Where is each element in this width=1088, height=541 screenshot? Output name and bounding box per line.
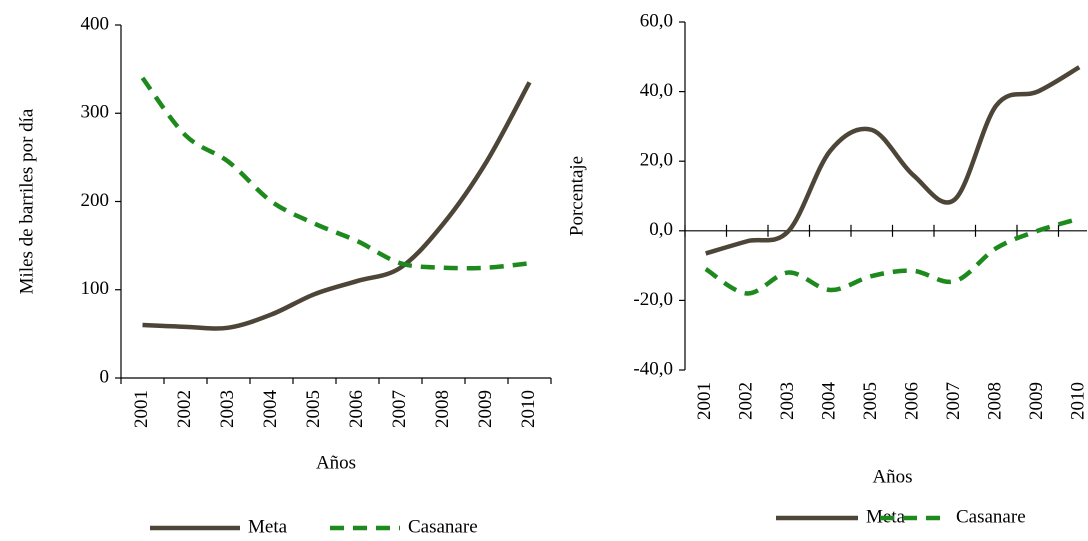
y-axis-label: Porcentaje <box>566 156 587 236</box>
y-tick-label: -40,0 <box>633 358 673 379</box>
x-tick-label: 2007 <box>943 382 964 420</box>
y-tick-label: 0 <box>100 366 110 387</box>
x-tick-label: 2009 <box>1026 382 1047 420</box>
x-tick-label: 2002 <box>174 390 195 428</box>
x-tick-label: 2006 <box>902 382 923 420</box>
x-tick-label: 2004 <box>819 382 840 421</box>
series-line <box>705 65 1081 256</box>
y-tick-label: 100 <box>81 278 110 299</box>
x-tick-label: 2007 <box>389 390 410 428</box>
x-tick-label: 2009 <box>475 390 496 428</box>
x-axis-label: Años <box>872 466 912 487</box>
x-tick-label: 2001 <box>694 382 715 420</box>
x-tick-label: 2004 <box>260 390 281 429</box>
legend-label: Meta <box>248 516 288 537</box>
y-tick-label: 200 <box>81 190 110 211</box>
x-tick-label: 2008 <box>432 390 453 428</box>
x-tick-label: 2002 <box>736 382 757 420</box>
y-axis-label: Miles de barriles por día <box>16 108 37 294</box>
y-tick-label: -20,0 <box>633 289 673 310</box>
x-tick-label: 2001 <box>131 390 152 428</box>
y-tick-label: 60,0 <box>640 10 673 31</box>
y-tick-label: 300 <box>81 102 110 123</box>
y-tick-label: 40,0 <box>640 80 673 101</box>
x-tick-label: 2008 <box>985 382 1006 420</box>
x-tick-label: 2010 <box>518 390 539 428</box>
y-tick-label: 0,0 <box>649 219 673 240</box>
x-tick-label: 2010 <box>1068 382 1088 420</box>
x-tick-label: 2003 <box>777 382 798 420</box>
series-line <box>142 81 532 331</box>
series-line <box>704 216 1080 296</box>
x-tick-label: 2003 <box>217 390 238 428</box>
series-line <box>140 76 530 271</box>
y-tick-label: 20,0 <box>640 150 673 171</box>
legend-label: Casanare <box>408 516 478 537</box>
y-tick-label: 400 <box>81 13 110 34</box>
x-tick-label: 2006 <box>346 390 367 428</box>
x-tick-label: 2005 <box>860 382 881 420</box>
x-tick-label: 2005 <box>303 390 324 428</box>
legend-label: Casanare <box>956 506 1026 527</box>
x-axis-label: Años <box>316 452 356 473</box>
